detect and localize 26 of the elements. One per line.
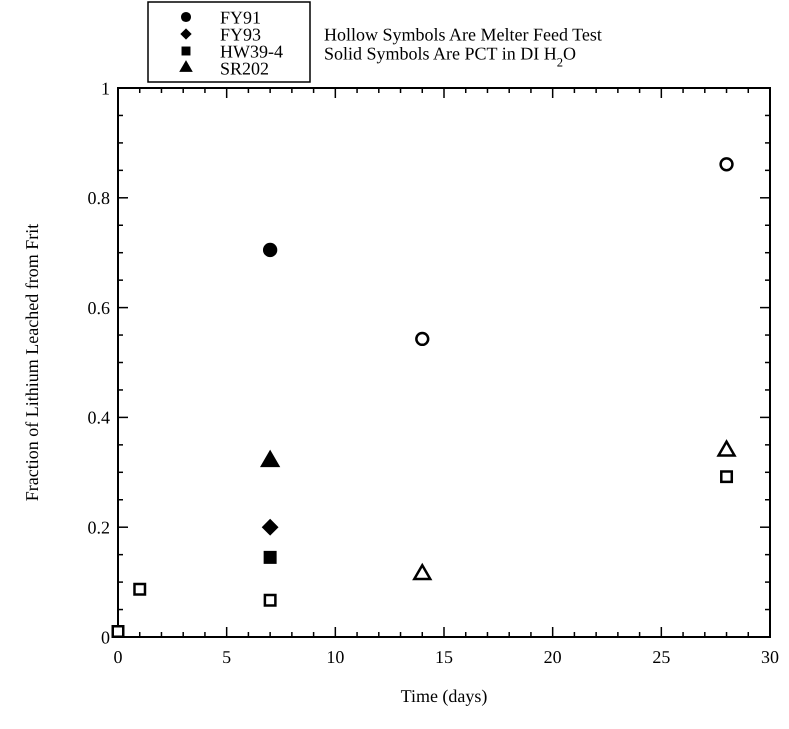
y-tick-label: 0.4 [88, 408, 110, 428]
point [264, 594, 277, 607]
point [415, 332, 430, 346]
x-axis-title: Time (days) [400, 686, 488, 706]
x-tick-label: 0 [114, 647, 122, 667]
point [264, 550, 277, 564]
y-axis-title: Fraction of Lithium Leached from Frit [22, 224, 42, 502]
point [719, 157, 734, 172]
x-tick-label: 25 [652, 647, 670, 667]
point [133, 582, 146, 596]
point [720, 470, 734, 484]
text: Hollow Symbols Are Melter Feed Test [324, 24, 602, 44]
point [262, 242, 278, 258]
x-tick-label: 5 [222, 647, 232, 667]
y-tick-label: 0.6 [88, 298, 110, 318]
y-tick-label: 0.8 [88, 188, 110, 208]
y-tick-label: 0.2 [88, 518, 110, 538]
x-tick-label: 20 [544, 647, 562, 667]
x-tick-label: 15 [435, 647, 453, 667]
y-tick-label: 1 [101, 78, 110, 98]
y-tick-label: 0 [101, 627, 110, 648]
x-tick-label: 30 [761, 647, 779, 667]
x-tick-label: 10 [326, 647, 344, 667]
point [112, 625, 124, 638]
text: Solid Symbols Are PCT in DI H$_{2}$O [324, 43, 576, 70]
point [262, 519, 278, 536]
